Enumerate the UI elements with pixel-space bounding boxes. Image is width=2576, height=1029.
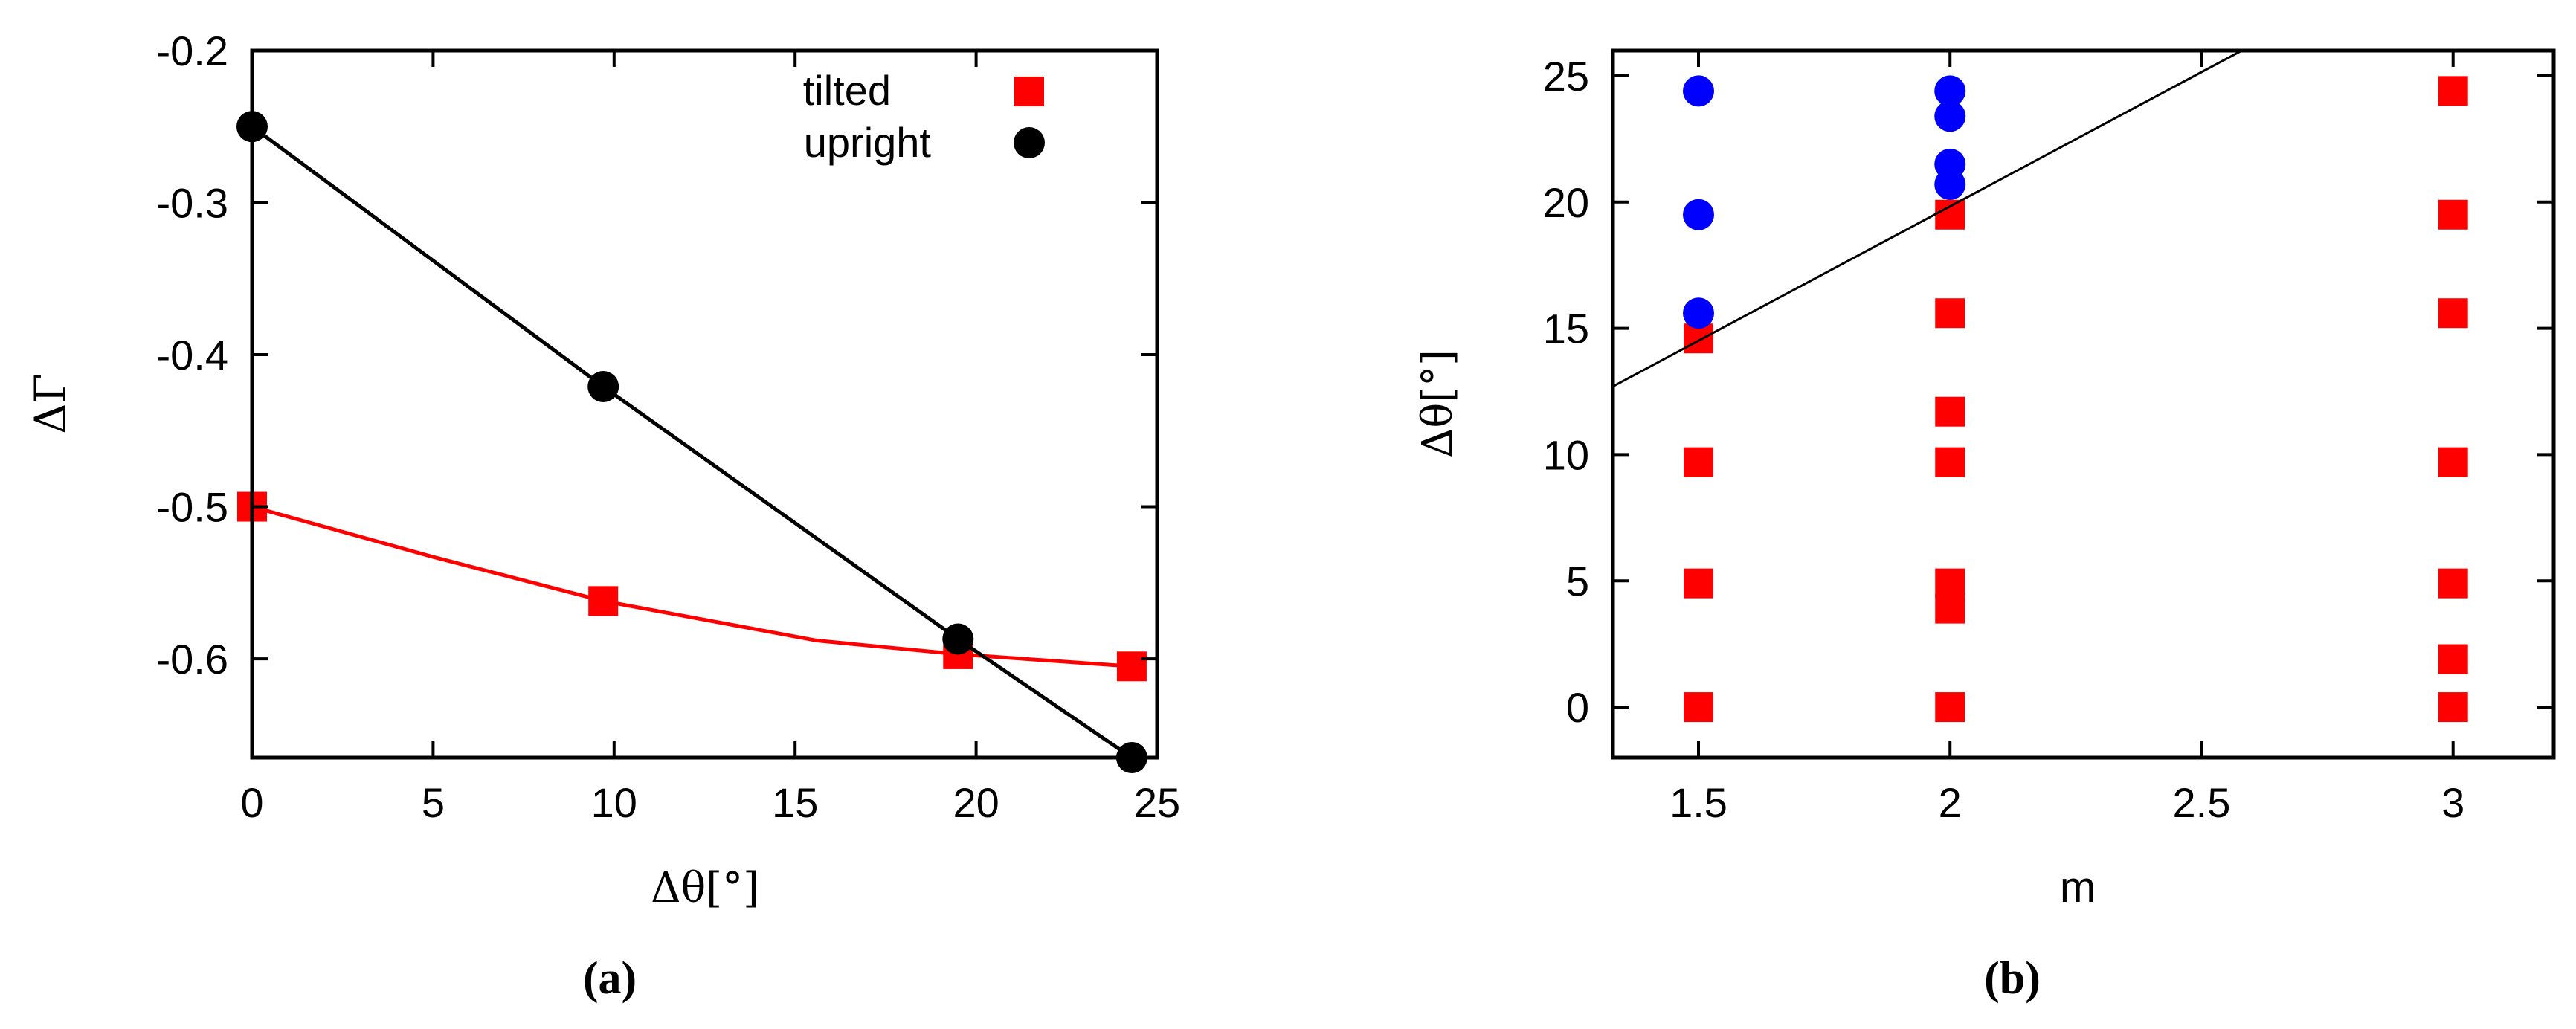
boundary-line xyxy=(1613,51,2243,388)
data-point-square-series-0 xyxy=(1935,568,1965,599)
panel-b-plot-frame xyxy=(1611,48,2556,760)
y-tick-label: 15 xyxy=(1543,306,1589,352)
data-point-square-series-0 xyxy=(1935,447,1965,477)
x-tick-label: 0 xyxy=(240,779,263,826)
legend-label-tilted: tilted xyxy=(803,67,891,114)
panel-b-marks xyxy=(1613,51,2468,723)
data-point-square-series-0 xyxy=(1935,593,1965,624)
data-point-square-series-0 xyxy=(2438,644,2468,674)
x-tick-label: 15 xyxy=(772,779,818,826)
series-line-tilted xyxy=(251,505,1133,668)
panel-a-marks xyxy=(236,111,1147,773)
panel-a-x-axis-label: Δθ[°] xyxy=(651,864,759,912)
y-tick-label: -0.2 xyxy=(157,28,229,74)
x-tick-label: 2.5 xyxy=(2173,779,2231,826)
data-point-square-series-0 xyxy=(1684,447,1713,477)
panel-a-caption: (a) xyxy=(583,953,637,1004)
y-tick-label: -0.5 xyxy=(157,484,229,531)
panel-a-ticks: 0 5 10 15 20 25 -0.2 -0.3 -0.4 -0.5 -0.6 xyxy=(157,28,1181,826)
data-point-circle-series-1 xyxy=(1683,199,1714,230)
panel-a-y-axis-label: ΔΓ xyxy=(25,373,76,434)
panel-b-x-axis-label: m xyxy=(2060,863,2096,912)
data-point-square-series-0 xyxy=(2438,447,2468,477)
panel-b-caption: (b) xyxy=(1984,953,2041,1004)
series-line-upright xyxy=(251,125,1133,760)
panel-b-ticks: 1.5 2 2.5 3 0 5 10 15 20 25 xyxy=(1543,51,2554,826)
data-point-square-series-0 xyxy=(1935,298,1965,329)
data-point-circle-upright xyxy=(587,370,619,402)
data-point-square-tilted xyxy=(1116,651,1147,682)
legend-marker-tilted xyxy=(1014,77,1044,106)
data-point-square-tilted xyxy=(588,586,619,616)
panel-b-y-axis-label: Δθ[°] xyxy=(1414,349,1462,458)
x-tick-label: 20 xyxy=(953,779,999,826)
panel-a-plot-frame xyxy=(250,48,1159,760)
data-point-square-series-0 xyxy=(2438,692,2468,723)
data-point-square-series-0 xyxy=(1935,396,1965,427)
data-point-circle-series-1 xyxy=(1934,75,1966,107)
data-point-square-series-0 xyxy=(1684,692,1713,723)
data-point-circle-series-1 xyxy=(1934,148,1966,180)
data-point-square-series-0 xyxy=(2438,199,2468,230)
data-point-square-series-0 xyxy=(1935,199,1965,230)
panel-a: 0 5 10 15 20 25 -0.2 -0.3 -0.4 -0.5 -0.6 tilted up… xyxy=(25,28,1180,1004)
data-point-circle-series-1 xyxy=(1683,297,1714,329)
data-point-circle-series-1 xyxy=(1683,75,1714,107)
y-tick-label: 5 xyxy=(1566,558,1589,604)
x-tick-label: 10 xyxy=(591,779,637,826)
y-tick-label: 10 xyxy=(1543,431,1589,478)
x-tick-label: 25 xyxy=(1134,779,1180,826)
data-point-square-series-0 xyxy=(1935,692,1965,723)
panel-a-legend: tilted upright xyxy=(803,67,1045,166)
data-point-circle-series-1 xyxy=(1934,100,1966,132)
data-point-square-series-0 xyxy=(2438,298,2468,329)
data-point-square-series-0 xyxy=(2438,76,2468,106)
y-tick-label: 20 xyxy=(1543,179,1589,226)
data-point-circle-upright xyxy=(942,623,974,655)
y-tick-label: 25 xyxy=(1543,53,1589,100)
x-tick-label: 2 xyxy=(1939,779,1962,826)
legend-marker-upright xyxy=(1014,127,1045,158)
y-tick-label: 0 xyxy=(1566,684,1589,731)
legend-label-upright: upright xyxy=(804,119,932,166)
x-tick-label: 5 xyxy=(422,779,445,826)
y-tick-label: -0.4 xyxy=(157,332,229,378)
x-tick-label: 3 xyxy=(2441,779,2464,826)
data-point-square-series-0 xyxy=(2438,568,2468,599)
data-point-square-series-0 xyxy=(1684,568,1713,599)
x-tick-label: 1.5 xyxy=(1669,779,1727,826)
y-tick-label: -0.3 xyxy=(157,180,229,227)
y-tick-label: -0.6 xyxy=(157,636,229,683)
panel-b: 1.5 2 2.5 3 0 5 10 15 20 25 m Δθ[°] (b) xyxy=(1414,48,2556,1004)
